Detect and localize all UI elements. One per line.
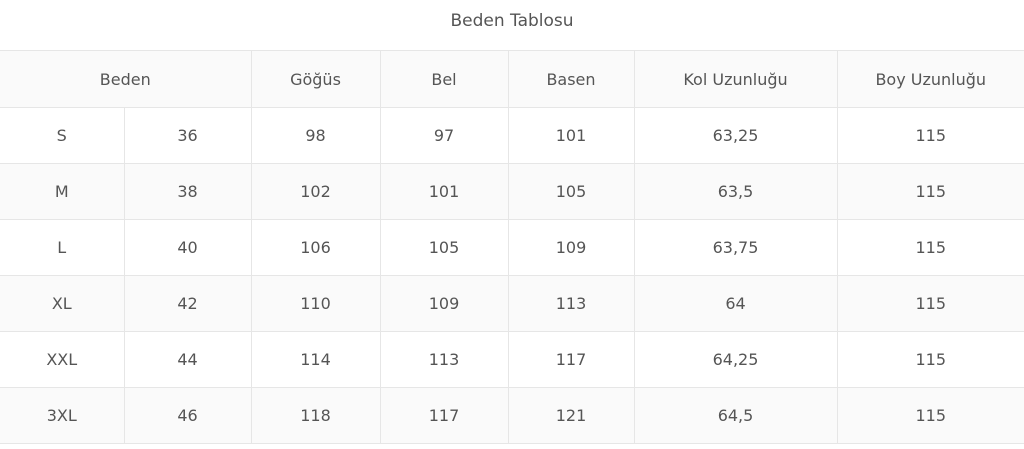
cell-basen: 121	[507, 387, 635, 444]
header-kol-uzunlugu: Kol Uzunluğu	[633, 50, 838, 108]
header-boy-uzunlugu: Boy Uzunluğu	[836, 50, 1024, 108]
cell-boy-uzunlugu: 115	[836, 163, 1024, 220]
cell-gogus: 114	[250, 331, 381, 388]
cell-kol-uzunlugu: 64,25	[633, 331, 838, 388]
cell-bel: 105	[379, 219, 509, 276]
cell-boy-uzunlugu: 115	[836, 275, 1024, 332]
cell-gogus: 118	[250, 387, 381, 444]
cell-bel: 101	[379, 163, 509, 220]
cell-basen: 105	[507, 163, 635, 220]
cell-boy-uzunlugu: 115	[836, 107, 1024, 164]
cell-kol-uzunlugu: 63,5	[633, 163, 838, 220]
cell-basen: 101	[507, 107, 635, 164]
cell-size-number: 42	[123, 275, 252, 332]
cell-size-number: 36	[123, 107, 252, 164]
header-basen: Basen	[507, 50, 635, 108]
cell-size-number: 40	[123, 219, 252, 276]
cell-bel: 97	[379, 107, 509, 164]
cell-kol-uzunlugu: 63,75	[633, 219, 838, 276]
cell-boy-uzunlugu: 115	[836, 387, 1024, 444]
cell-basen: 113	[507, 275, 635, 332]
header-beden: Beden	[0, 50, 252, 108]
table-row: L 40 106 105 109 63,75 115	[0, 219, 1024, 276]
cell-basen: 117	[507, 331, 635, 388]
cell-gogus: 102	[250, 163, 381, 220]
cell-kol-uzunlugu: 64	[633, 275, 838, 332]
size-chart-table: Beden Göğüs Bel Basen Kol Uzunluğu Boy U…	[0, 50, 1024, 444]
cell-gogus: 106	[250, 219, 381, 276]
header-gogus: Göğüs	[250, 50, 381, 108]
cell-bel: 117	[379, 387, 509, 444]
header-bel: Bel	[379, 50, 509, 108]
cell-gogus: 110	[250, 275, 381, 332]
cell-kol-uzunlugu: 64,5	[633, 387, 838, 444]
cell-boy-uzunlugu: 115	[836, 219, 1024, 276]
header-row: Beden Göğüs Bel Basen Kol Uzunluğu Boy U…	[0, 50, 1024, 108]
cell-kol-uzunlugu: 63,25	[633, 107, 838, 164]
table-row: XXL 44 114 113 117 64,25 115	[0, 331, 1024, 388]
cell-size-letter: XL	[0, 275, 125, 332]
cell-size-letter: L	[0, 219, 125, 276]
table-row: M 38 102 101 105 63,5 115	[0, 163, 1024, 220]
cell-size-number: 46	[123, 387, 252, 444]
table-row: 3XL 46 118 117 121 64,5 115	[0, 387, 1024, 444]
cell-basen: 109	[507, 219, 635, 276]
cell-size-letter: XXL	[0, 331, 125, 388]
cell-size-letter: S	[0, 107, 125, 164]
table-row: S 36 98 97 101 63,25 115	[0, 107, 1024, 164]
cell-size-letter: 3XL	[0, 387, 125, 444]
cell-bel: 113	[379, 331, 509, 388]
cell-size-number: 44	[123, 331, 252, 388]
table-row: XL 42 110 109 113 64 115	[0, 275, 1024, 332]
cell-size-letter: M	[0, 163, 125, 220]
cell-boy-uzunlugu: 115	[836, 331, 1024, 388]
cell-size-number: 38	[123, 163, 252, 220]
cell-gogus: 98	[250, 107, 381, 164]
cell-bel: 109	[379, 275, 509, 332]
table-title: Beden Tablosu	[450, 11, 574, 31]
